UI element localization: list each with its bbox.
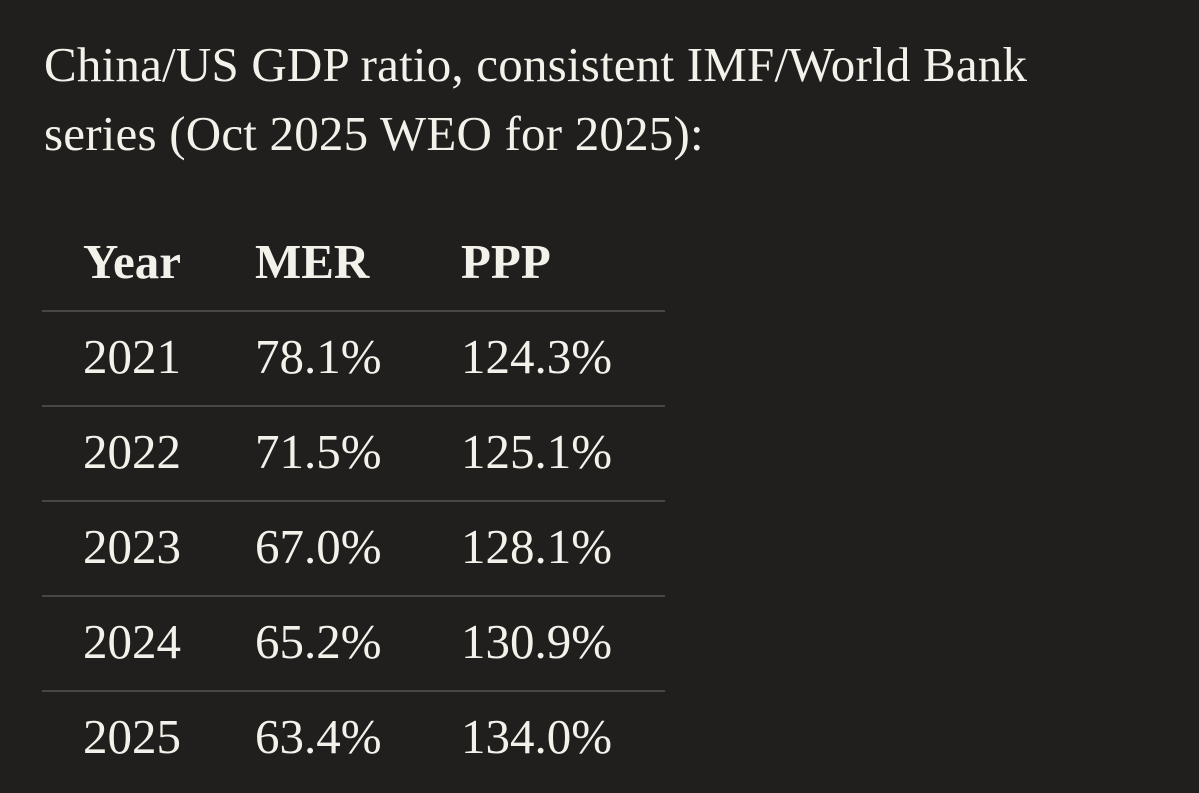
column-header-ppp: PPP <box>461 234 551 289</box>
column-header-year: Year <box>83 234 181 289</box>
mer-cell: 71.5% <box>255 424 382 479</box>
table-row: 2025 63.4% 134.0% <box>42 691 665 785</box>
year-cell: 2025 <box>83 709 181 764</box>
year-cell: 2024 <box>83 614 181 669</box>
page-title: China/US GDP ratio, consistent IMF/World… <box>44 37 1028 161</box>
mer-cell: 63.4% <box>255 709 382 764</box>
mer-cell: 78.1% <box>255 329 382 384</box>
column-header-mer: MER <box>255 234 370 289</box>
gdp-ratio-table: Year MER PPP 2021 78.1% 124.3% 2022 71.5… <box>42 217 665 785</box>
ppp-cell: 134.0% <box>461 709 613 764</box>
mer-cell: 65.2% <box>255 614 382 669</box>
table-row: 2022 71.5% 125.1% <box>42 406 665 501</box>
ppp-cell: 124.3% <box>461 329 613 384</box>
table-row: 2021 78.1% 124.3% <box>42 311 665 406</box>
year-cell: 2021 <box>83 329 181 384</box>
ppp-cell: 125.1% <box>461 424 613 479</box>
ppp-cell: 130.9% <box>461 614 613 669</box>
year-cell: 2022 <box>83 424 181 479</box>
table-header-row: Year MER PPP <box>42 217 665 311</box>
ppp-cell: 128.1% <box>461 519 613 574</box>
mer-cell: 67.0% <box>255 519 382 574</box>
table-row: 2024 65.2% 130.9% <box>42 596 665 691</box>
year-cell: 2023 <box>83 519 181 574</box>
table-row: 2023 67.0% 128.1% <box>42 501 665 596</box>
